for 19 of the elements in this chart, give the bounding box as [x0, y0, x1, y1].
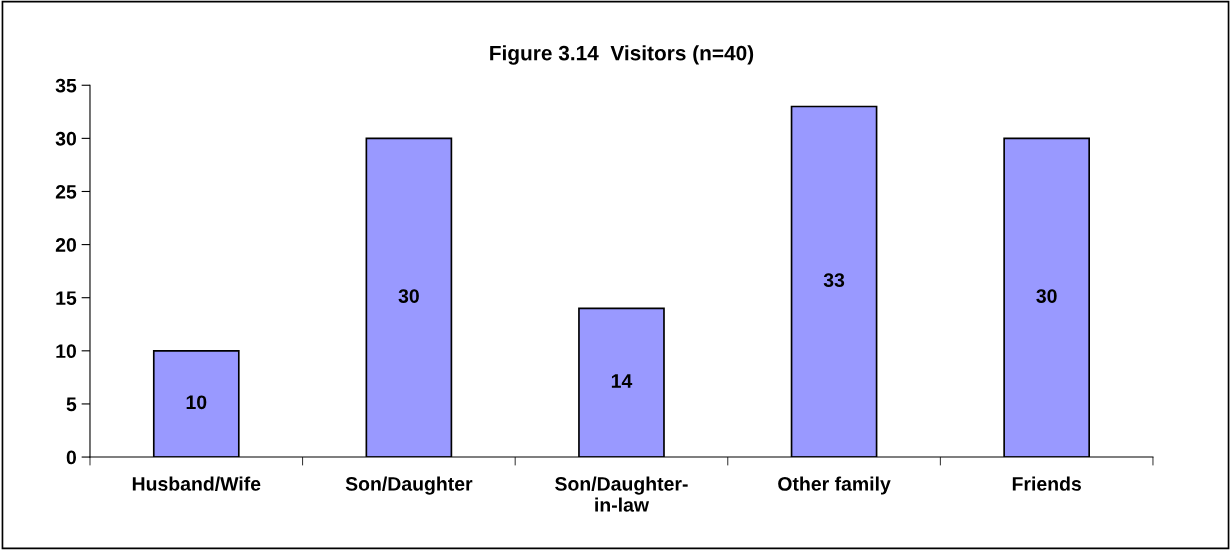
x-tick-label: Other family [778, 476, 891, 495]
x-tick-label: Son/Daughter [345, 476, 473, 495]
data-label: 30 [1036, 289, 1057, 303]
y-tick-label: 15 [56, 291, 77, 305]
x-tick-label: Son/Daughter-in-law [555, 476, 688, 512]
y-tick-label: 25 [55, 184, 77, 199]
data-label: 30 [398, 289, 419, 303]
y-tick-label: 20 [55, 238, 76, 252]
data-label: 33 [823, 273, 845, 288]
y-tick-label: 35 [55, 78, 77, 93]
y-tick-label: 30 [55, 131, 76, 146]
data-label: 14 [611, 374, 633, 388]
data-label: 10 [186, 395, 207, 410]
chart-title: Figure 3.14 Visitors (n=40) [490, 45, 754, 65]
y-tick-label: 0 [66, 450, 76, 465]
x-tick-label: Friends [1012, 476, 1081, 491]
x-tick-label: Husband/Wife [132, 476, 261, 491]
y-tick-label: 10 [56, 344, 76, 359]
y-tick-label: 5 [66, 397, 77, 412]
